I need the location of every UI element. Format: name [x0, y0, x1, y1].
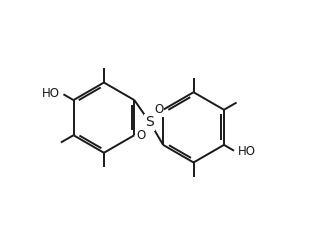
Text: HO: HO — [42, 86, 60, 99]
Text: S: S — [146, 115, 154, 130]
Text: O: O — [154, 103, 164, 116]
Text: HO: HO — [238, 146, 256, 159]
Text: O: O — [136, 129, 145, 142]
